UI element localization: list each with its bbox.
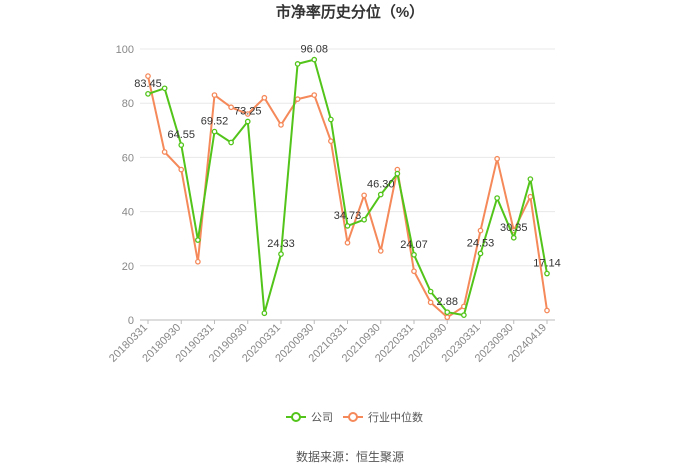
series-0-point-20231231 [527, 176, 534, 182]
series-0-point-20200630 [294, 61, 301, 67]
data-label-20200331: 24.33 [267, 238, 295, 250]
series-0-point-20240419 [544, 270, 550, 277]
series-layer [145, 56, 550, 321]
series-0-point-20230930 [510, 234, 517, 241]
series-1-point-20240419 [544, 307, 550, 314]
series-0-point-20210630 [361, 216, 367, 223]
series-0-point-20200930 [311, 56, 318, 63]
series-1-point-20201231 [328, 138, 334, 144]
data-label-20240419: 17.14 [533, 258, 561, 270]
y-tick-label-100: 100 [116, 44, 134, 56]
series-0-point-20220930 [444, 309, 451, 316]
data-label-20200930: 96.08 [300, 44, 328, 56]
y-tick-label-0: 0 [128, 315, 134, 327]
series-1-point-20180930 [178, 166, 185, 173]
series-1-point-20180331 [145, 73, 151, 79]
data-label-20220930: 2.88 [437, 296, 458, 308]
series-1-point-20200331 [278, 122, 284, 128]
series-1-point-20210930 [377, 248, 384, 254]
series-0-point-20190331 [211, 128, 218, 135]
series-0-point-20180331 [145, 91, 151, 97]
series-1-point-20220930 [444, 314, 451, 321]
series-0-point-20210930 [377, 191, 384, 198]
series-1-point-20200630 [294, 96, 301, 102]
legend-label-industry-median[interactable]: 行业中位数 [368, 410, 423, 424]
data-label-20190930: 73.25 [234, 105, 262, 117]
source-note: 数据来源：恒生聚源 [296, 449, 404, 464]
series-1-point-20181231 [195, 258, 201, 265]
series-0-point-20220630 [427, 288, 434, 295]
legend-marker-industry-median[interactable] [348, 412, 358, 422]
y-tick-label-60: 60 [122, 152, 134, 164]
series-1-point-20190331 [211, 92, 218, 98]
data-label-20180930: 64.55 [167, 129, 195, 141]
series-0-point-20200331 [278, 251, 284, 257]
data-label-20210930: 46.30 [367, 179, 395, 191]
y-tick-label-20: 20 [122, 261, 134, 273]
data-label-20230930: 30.35 [500, 222, 528, 234]
series-0-point-20191231 [261, 310, 268, 317]
series-0-point-20220331 [411, 251, 417, 258]
legend-label-company[interactable]: 公司 [311, 412, 333, 424]
axis-layer: 0204060801002018033120180930201903312019… [107, 44, 555, 365]
series-0-point-20201231 [328, 116, 334, 123]
series-1-point-20220331 [411, 268, 417, 275]
series-1-point-20230331 [477, 227, 484, 234]
data-label-20190331: 69.52 [201, 116, 229, 128]
series-0-point-20181231 [195, 237, 201, 243]
y-tick-label-40: 40 [122, 207, 134, 219]
grid-layer [140, 48, 555, 267]
series-1-point-20210331 [344, 239, 351, 246]
y-tick-label-80: 80 [122, 98, 134, 110]
series-0-point-20180630 [161, 85, 168, 92]
series-1-point-20210630 [361, 192, 367, 199]
chart-title: 市净率历史分位（%） [276, 3, 424, 21]
data-label-20180331: 83.45 [134, 78, 162, 90]
legend: 公司 行业中位数 [286, 410, 423, 424]
series-1-point-20180630 [161, 149, 168, 155]
series-0-point-20190630 [228, 139, 234, 146]
series-0-point-20190930 [244, 118, 251, 125]
series-0-point-20210331 [344, 223, 351, 229]
data-label-20230331: 24.53 [467, 238, 495, 250]
data-label-20210331: 34.73 [334, 210, 362, 222]
series-1-point-20190630 [228, 104, 234, 111]
series-1-point-20231231 [527, 193, 534, 200]
series-0-point-20221231 [461, 312, 467, 318]
series-0-point-20230630 [494, 195, 500, 201]
series-line-0 [147, 58, 548, 317]
series-0-point-20180930 [178, 142, 185, 148]
series-line-1 [147, 75, 548, 319]
series-1-point-20220630 [427, 299, 434, 306]
series-1-point-20190930 [244, 111, 251, 117]
series-0-point-20230331 [477, 250, 484, 257]
label-layer: 83.45 64.55 69.52 73.25 24.33 96.08 34.73 46.30… [134, 44, 561, 309]
series-1-point-20230630 [494, 155, 500, 162]
series-1-point-20200930 [311, 92, 318, 98]
data-label-20220331: 24.07 [400, 239, 428, 251]
series-1-point-20191231 [261, 94, 268, 101]
legend-marker-company[interactable] [291, 412, 301, 422]
series-0-point-20211231 [394, 170, 401, 177]
